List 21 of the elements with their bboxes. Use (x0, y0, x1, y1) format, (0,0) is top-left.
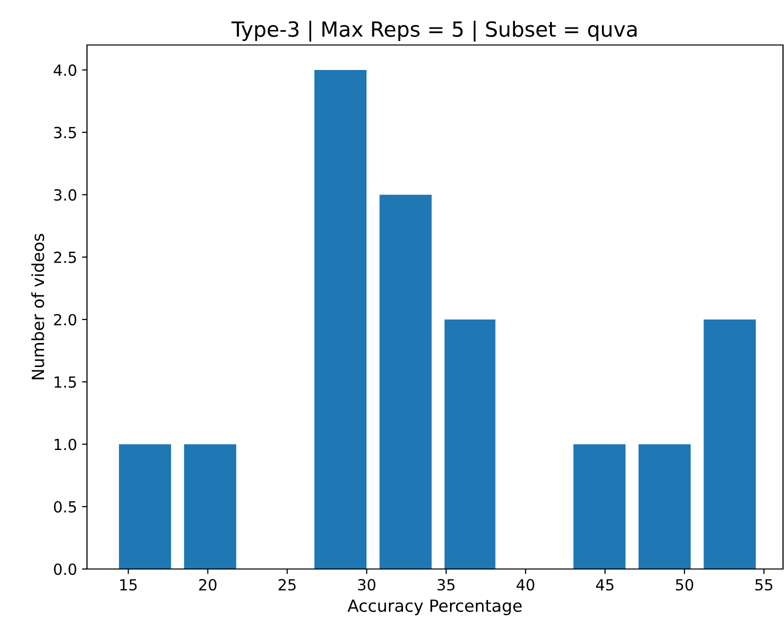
y-tick-label: 2.5 (54, 252, 76, 264)
y-tick-label: 1.5 (54, 376, 76, 388)
x-tick-label: 45 (596, 579, 614, 591)
y-tick-label: 4.0 (54, 64, 76, 76)
y-tick-label: 2.0 (54, 314, 76, 326)
y-tick-label: 0.0 (54, 563, 76, 576)
y-tick-label: 0.5 (54, 501, 76, 513)
x-tick-label: 40 (516, 578, 534, 591)
x-tick-label: 30 (358, 578, 376, 591)
x-tick-label: 35 (438, 578, 455, 591)
y-tick-label: 3.0 (54, 189, 76, 201)
x-tick-label: 15 (120, 579, 137, 591)
chart-title: Type-3 | Max Reps = 5 | Subset = quva (231, 20, 637, 42)
y-tick-label: 3.5 (54, 126, 76, 138)
y-tick-label: 1.0 (54, 438, 76, 450)
x-tick-label: 50 (676, 578, 694, 591)
x-tick-label: 25 (278, 578, 296, 591)
x-tick-label: 55 (755, 579, 772, 591)
y-axis-title: Number of videos (31, 234, 44, 380)
x-tick-label: 20 (199, 578, 216, 591)
x-axis-title: Accuracy Percentage (348, 600, 522, 616)
